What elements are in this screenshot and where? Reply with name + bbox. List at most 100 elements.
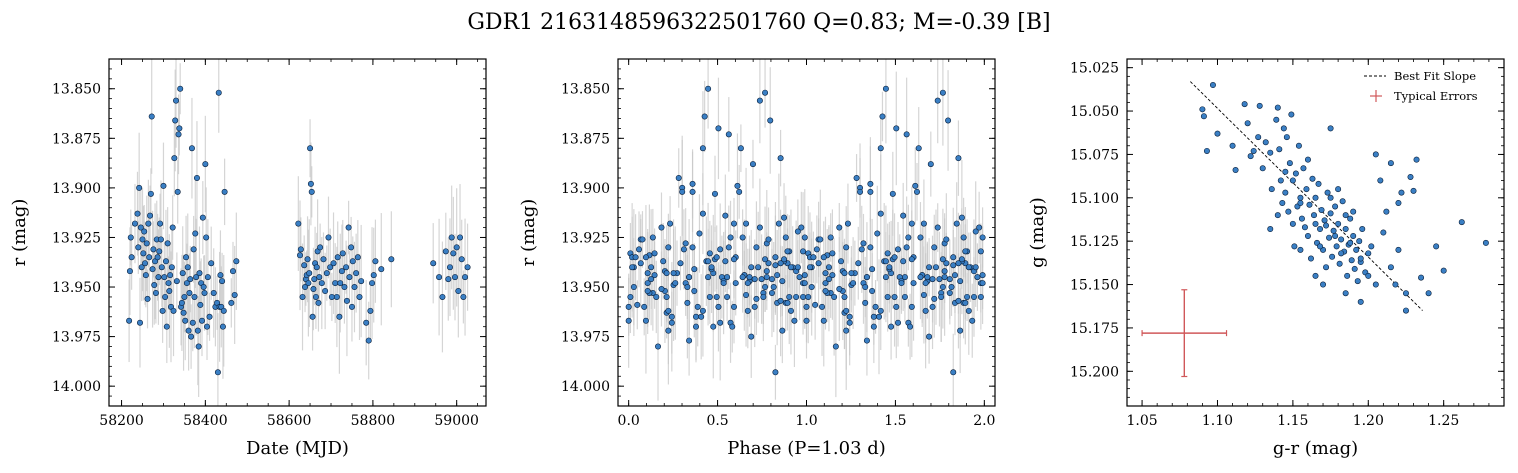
data-point [140, 250, 147, 257]
data-point [796, 274, 803, 281]
data-point [763, 274, 770, 281]
data-point [784, 299, 791, 306]
data-point [869, 266, 876, 273]
data-point [200, 284, 207, 291]
data-point [950, 262, 957, 269]
data-point [801, 280, 808, 287]
data-point [1372, 151, 1379, 158]
data-point [843, 244, 850, 251]
data-point [908, 220, 915, 227]
data-point [696, 230, 703, 237]
data-point [328, 293, 335, 300]
data-point [189, 319, 196, 326]
data-point [867, 188, 874, 195]
data-point [836, 286, 843, 293]
data-point [715, 303, 722, 310]
data-point [165, 280, 172, 287]
data-point [142, 272, 149, 279]
x-tick-label: 58400 [183, 413, 228, 429]
legend-label: Typical Errors [1394, 89, 1478, 103]
data-point [843, 307, 850, 314]
data-point [448, 234, 455, 241]
data-point [827, 234, 834, 241]
data-point [651, 272, 658, 279]
data-point [841, 270, 848, 277]
data-point [850, 280, 857, 287]
data-point [660, 258, 667, 265]
data-point [895, 319, 902, 326]
data-point [446, 264, 453, 271]
data-point [229, 268, 236, 275]
data-point [798, 224, 805, 231]
data-point [182, 317, 189, 324]
data-point [348, 244, 355, 251]
data-point [977, 293, 984, 300]
data-point [910, 280, 917, 287]
data-point [188, 145, 195, 152]
data-point [1338, 236, 1345, 243]
data-point [1267, 149, 1274, 156]
data-point [1297, 200, 1304, 207]
data-point [629, 264, 636, 271]
data-point [201, 289, 208, 296]
data-point [1398, 189, 1405, 196]
data-point [917, 234, 924, 241]
data-point [297, 246, 304, 253]
data-point [767, 117, 774, 124]
data-point [905, 234, 912, 241]
data-point [442, 248, 449, 255]
data-point [932, 264, 939, 271]
y-tick-label: 13.925 [52, 230, 101, 246]
data-point [333, 293, 340, 300]
data-point [299, 293, 306, 300]
data-point [870, 313, 877, 320]
data-point [644, 287, 651, 294]
data-point [185, 327, 192, 334]
data-point [711, 190, 718, 197]
data-point [1323, 264, 1330, 271]
y-tick-label: 15.200 [1070, 364, 1119, 380]
data-point [336, 313, 343, 320]
plot-area [625, 59, 986, 406]
data-point [179, 270, 186, 277]
data-point [180, 309, 187, 316]
data-point [693, 313, 700, 320]
data-point [939, 284, 946, 291]
data-point [758, 276, 765, 283]
data-point [705, 258, 712, 265]
data-point [632, 254, 639, 261]
data-point [1354, 278, 1361, 285]
x-axis-label: Phase (P=1.03 d) [727, 438, 886, 459]
data-point [1282, 168, 1289, 175]
data-point [462, 274, 469, 281]
data-point [332, 280, 339, 287]
data-point [197, 301, 204, 308]
data-point [853, 174, 860, 181]
data-point [717, 319, 724, 326]
data-point [458, 256, 465, 263]
data-point [900, 212, 907, 219]
data-point [648, 276, 655, 283]
data-point [938, 293, 945, 300]
data-point [365, 337, 372, 344]
data-point [323, 270, 330, 277]
data-point [141, 228, 148, 235]
data-point [231, 291, 238, 298]
figure-title: GDR1 2163148596322501760 Q=0.83; M=-0.39… [467, 10, 1051, 35]
data-point [1289, 177, 1296, 184]
data-point [729, 323, 736, 330]
data-point [972, 228, 979, 235]
data-point [903, 131, 910, 138]
data-point [1277, 177, 1284, 184]
data-point [1229, 142, 1236, 149]
data-point [1380, 229, 1387, 236]
data-point [777, 155, 784, 162]
data-point [822, 270, 829, 277]
data-point [762, 256, 769, 263]
data-point [367, 307, 374, 314]
data-point [951, 272, 958, 279]
data-point [126, 317, 133, 324]
data-point [1402, 307, 1409, 314]
data-point [717, 246, 724, 253]
data-point [1200, 113, 1207, 120]
